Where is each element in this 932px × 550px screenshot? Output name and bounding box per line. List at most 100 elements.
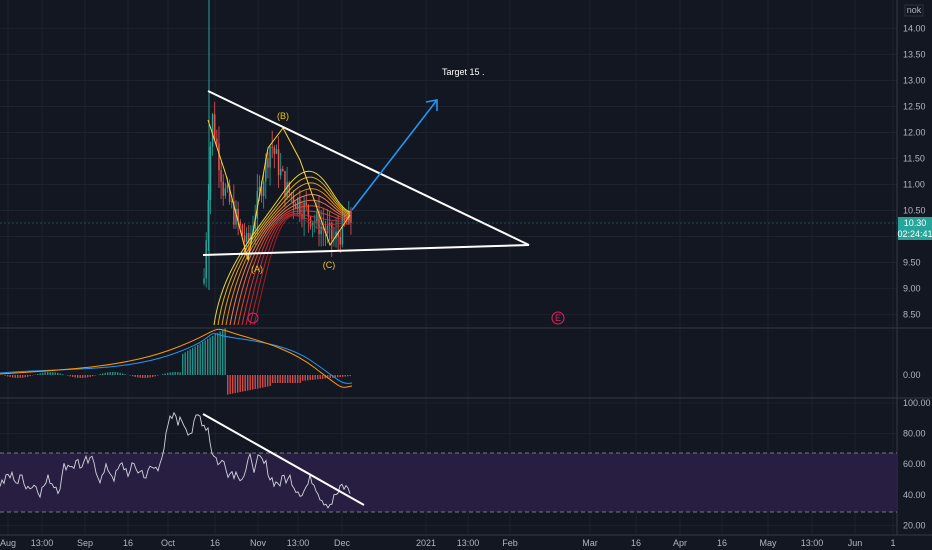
rsi-trendline[interactable] [202, 413, 365, 506]
macd-bar [312, 375, 314, 380]
event-marker-label: E [555, 313, 561, 323]
candle-body [322, 226, 325, 230]
candle-body [286, 182, 288, 198]
upper-resistance-trendline[interactable] [207, 90, 530, 246]
time-axis: Aug 13:00 Sep 16 Oct 16 Nov 13:00 Dec 2021 13:00 Fe… [0, 538, 896, 548]
macd-bar [44, 372, 46, 375]
macd-bar [187, 350, 189, 375]
candle-body [339, 236, 342, 245]
candle-body [218, 143, 220, 171]
candle-body [235, 208, 237, 225]
macd-bar [179, 372, 181, 375]
macd-bar [322, 375, 324, 379]
macd-bar [177, 372, 179, 375]
macd-bar [39, 373, 41, 375]
currency-box [904, 4, 924, 17]
macd-bar [172, 372, 174, 375]
candle-body [292, 195, 295, 205]
macd-bar [37, 373, 39, 375]
macd-bar [282, 375, 284, 383]
macd-bar [134, 375, 136, 377]
candle-body [203, 278, 205, 284]
time-tick-label: 16 [123, 538, 133, 548]
macd-bar [257, 375, 259, 389]
wave-line [207, 119, 351, 261]
time-tick-label: 16 [210, 538, 220, 548]
candle-body [309, 216, 312, 227]
macd-bar [274, 375, 276, 383]
macd-bar [72, 375, 74, 377]
event-marker-e[interactable] [551, 311, 565, 325]
event-marker-small[interactable] [247, 312, 259, 324]
moving-average-ribbon [207, 119, 351, 326]
macd-bar [234, 375, 236, 394]
macd-bar [69, 375, 71, 377]
macd-bar [12, 375, 14, 378]
macd-bar [309, 375, 311, 381]
macd-bar [237, 375, 239, 393]
macd-bar [82, 375, 84, 378]
candle-body [222, 181, 224, 196]
macd-bar [337, 375, 339, 378]
macd-bar [92, 375, 94, 377]
macd-bar [207, 338, 209, 375]
macd-bar [154, 375, 156, 377]
macd-bar [57, 372, 59, 375]
macd-bar [239, 375, 241, 393]
rsi-axis: 100.00 80.00 60.00 40.00 20.00 [903, 398, 931, 530]
candle-body [337, 231, 339, 237]
macd-bar [342, 375, 344, 377]
macd-bar [54, 372, 56, 375]
time-tick-label: Dec [334, 538, 351, 548]
macd-bar [217, 332, 219, 375]
macd-bar [244, 375, 246, 392]
candle-body [258, 186, 261, 191]
candle-body [335, 231, 337, 239]
time-tick-label: 1 [890, 538, 895, 548]
time-tick-label: Feb [502, 538, 518, 548]
candle-body [341, 217, 344, 245]
macd-bar [264, 375, 266, 388]
candle-body [211, 114, 214, 147]
macd-bar [242, 375, 244, 392]
macd-bar [129, 375, 131, 376]
macd-bar [182, 353, 184, 375]
target-arrow[interactable] [351, 99, 438, 211]
price-tick-label: 13.50 [903, 49, 926, 59]
macd-bar [319, 375, 321, 380]
macd-bar [74, 375, 76, 378]
macd-bar [132, 375, 134, 377]
macd-bar [117, 372, 119, 375]
ribbon-line [241, 210, 351, 326]
macd-bar [157, 375, 159, 376]
time-tick-label: 13:00 [31, 538, 54, 548]
ribbon-line [225, 188, 351, 326]
macd-bar [147, 375, 149, 378]
macd-bar [344, 375, 346, 377]
rsi-tick-label: 80.00 [903, 429, 926, 439]
macd-bar [277, 375, 279, 383]
candle-body [241, 225, 244, 236]
macd-bar [189, 349, 191, 375]
macd-bar [329, 375, 331, 379]
rsi-tick-label: 100.00 [903, 398, 931, 408]
candle-body [279, 168, 282, 176]
time-tick-label: 16 [631, 538, 641, 548]
candle-body [277, 149, 280, 176]
time-tick-label: Jun [848, 538, 863, 548]
ribbon-line [213, 170, 351, 326]
price-badge [898, 217, 932, 240]
price-tick-label: 10.50 [903, 206, 926, 216]
candle-body [282, 168, 284, 172]
macd-bar [202, 341, 204, 375]
time-tick-label: Nov [250, 538, 267, 548]
price-tick-label: 13.00 [903, 75, 926, 85]
lower-support-trendline[interactable] [202, 244, 530, 256]
candle-body [216, 138, 218, 144]
candle-body [226, 185, 229, 189]
macd-axis: 0.00 [903, 370, 921, 380]
candle-body [224, 188, 227, 196]
macd-bar [67, 375, 69, 376]
candle-body [271, 146, 273, 148]
